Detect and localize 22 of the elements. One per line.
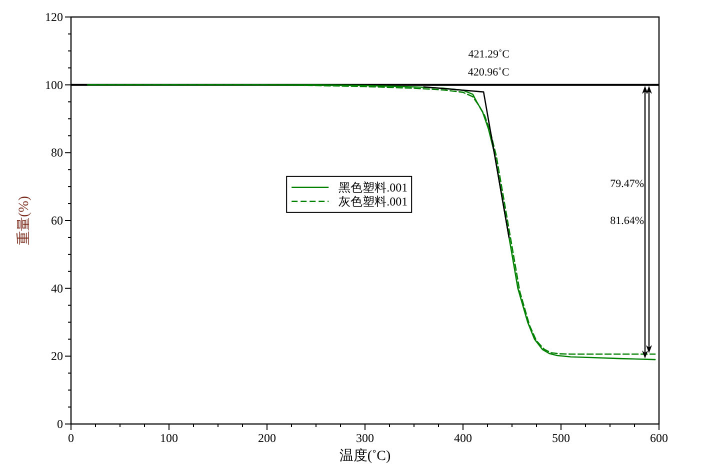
x-axis-title: 温度(˚C) bbox=[339, 448, 391, 464]
y-tick-label: 40 bbox=[51, 281, 63, 296]
x-tick-label: 200 bbox=[258, 431, 276, 445]
annotation: 421.29˚C bbox=[468, 48, 510, 61]
y-tick-label: 120 bbox=[45, 10, 63, 24]
x-tick-label: 600 bbox=[650, 431, 668, 445]
legend-label: 黑色塑料.001 bbox=[338, 180, 408, 194]
legend-label: 灰色塑料.001 bbox=[338, 194, 408, 208]
annotation: 420.96˚C bbox=[468, 66, 510, 79]
annotation: 81.64% bbox=[610, 215, 644, 227]
x-tick-label: 500 bbox=[552, 431, 570, 445]
y-tick-label: 80 bbox=[51, 146, 63, 160]
y-axis-title: 重量(%) bbox=[16, 196, 32, 245]
annotation: 79.47% bbox=[610, 178, 644, 190]
x-tick-label: 100 bbox=[160, 431, 178, 445]
x-tick-label: 300 bbox=[356, 431, 374, 445]
y-tick-label: 20 bbox=[51, 349, 63, 364]
x-tick-label: 400 bbox=[454, 431, 472, 445]
y-tick-label: 0 bbox=[57, 417, 63, 431]
y-tick-label: 100 bbox=[45, 78, 63, 92]
x-tick-label: 0 bbox=[68, 431, 74, 445]
y-tick-label: 60 bbox=[51, 214, 63, 228]
